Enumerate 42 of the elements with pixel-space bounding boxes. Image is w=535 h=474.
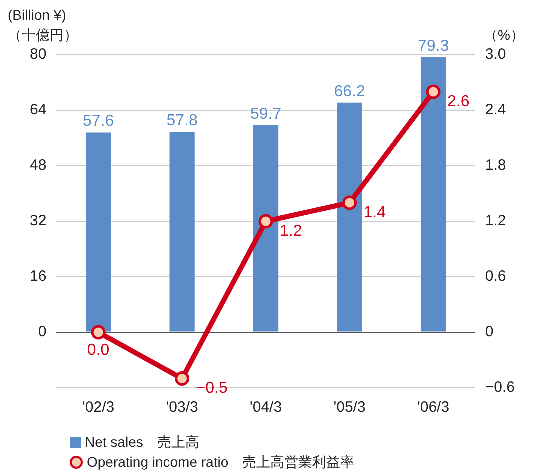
data-label: 2.6 bbox=[448, 93, 470, 110]
bar bbox=[170, 132, 195, 332]
y-tick-label: 64 bbox=[30, 102, 47, 119]
data-label: 59.7 bbox=[250, 106, 282, 123]
y2-axis-title: （%） bbox=[484, 27, 524, 43]
y2-tick-label: 0.6 bbox=[485, 268, 506, 286]
bar bbox=[253, 125, 279, 332]
y2-tick-label: −0.6 bbox=[485, 379, 516, 396]
data-label: 0.0 bbox=[87, 342, 110, 359]
x-tick-label: '02/3 bbox=[82, 399, 115, 416]
point bbox=[342, 196, 358, 210]
data-label: 1.4 bbox=[364, 204, 386, 222]
legend-label: Operating income ratio 売上高営業利益率 bbox=[87, 453, 355, 472]
x-tick-label: '06/3 bbox=[417, 399, 450, 416]
x-tick-label: '03/3 bbox=[166, 399, 198, 416]
point bbox=[426, 84, 441, 100]
data-label: 66.2 bbox=[334, 83, 366, 100]
data-label: 57.6 bbox=[82, 113, 114, 130]
x-tick-label: '05/3 bbox=[334, 399, 366, 416]
bar bbox=[86, 132, 112, 332]
y-tick-label: 32 bbox=[30, 212, 47, 230]
y-axis-title: (Billion ¥) （十億円） bbox=[8, 7, 78, 43]
y-tick-label: 80 bbox=[30, 46, 47, 64]
data-label: −0.5 bbox=[196, 380, 228, 398]
y-tick-label: 0 bbox=[38, 324, 47, 341]
y2-tick-label: 3.0 bbox=[485, 46, 506, 64]
data-label: 57.8 bbox=[166, 112, 198, 130]
bar bbox=[337, 102, 362, 332]
legend-label: Net sales 売上高 bbox=[85, 433, 200, 452]
data-label: 79.3 bbox=[418, 38, 450, 55]
y2-tick-label: 1.2 bbox=[485, 212, 506, 230]
y-tick-label: 48 bbox=[30, 157, 47, 174]
x-tick-label: '04/3 bbox=[250, 399, 282, 416]
point bbox=[175, 372, 190, 386]
bar bbox=[420, 57, 446, 332]
y2-tick-label: 2.4 bbox=[485, 102, 506, 119]
point bbox=[258, 214, 274, 229]
y2-tick-label: 0 bbox=[485, 324, 494, 341]
data-label: 1.2 bbox=[280, 222, 302, 240]
y-tick-label: 16 bbox=[30, 268, 47, 286]
y2-tick-label: 1.8 bbox=[485, 157, 506, 174]
point bbox=[91, 325, 106, 340]
